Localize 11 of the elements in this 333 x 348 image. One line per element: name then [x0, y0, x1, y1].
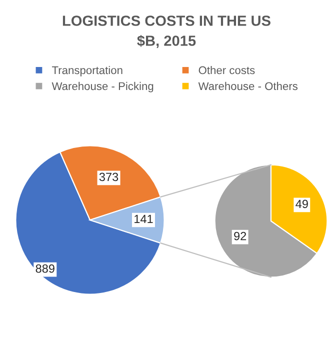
data-label: 49: [296, 200, 308, 208]
chart-title: LOGISTICS COSTS IN THE US: [62, 16, 270, 26]
data-label: 373: [99, 172, 118, 182]
chart-subtitle: $B, 2015: [137, 34, 196, 48]
data-label: 92: [234, 232, 246, 240]
data-label: 141: [134, 214, 153, 224]
legend-label: Other costs: [198, 66, 255, 74]
legend-label: Transportation: [52, 66, 122, 76]
data-label: 889: [36, 264, 54, 273]
legend-label: Warehouse - Others: [198, 82, 298, 90]
legend-label: Warehouse - Picking: [52, 82, 154, 92]
